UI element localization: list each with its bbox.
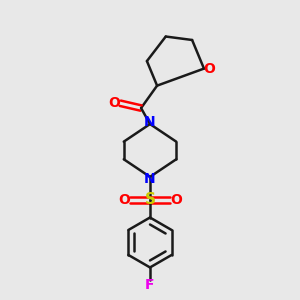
Text: O: O	[109, 96, 121, 110]
Text: N: N	[144, 172, 156, 186]
Text: O: O	[203, 61, 215, 76]
Text: O: O	[170, 193, 182, 207]
Text: S: S	[145, 192, 155, 207]
Text: F: F	[145, 278, 155, 292]
Text: O: O	[118, 193, 130, 207]
Text: N: N	[144, 115, 156, 129]
